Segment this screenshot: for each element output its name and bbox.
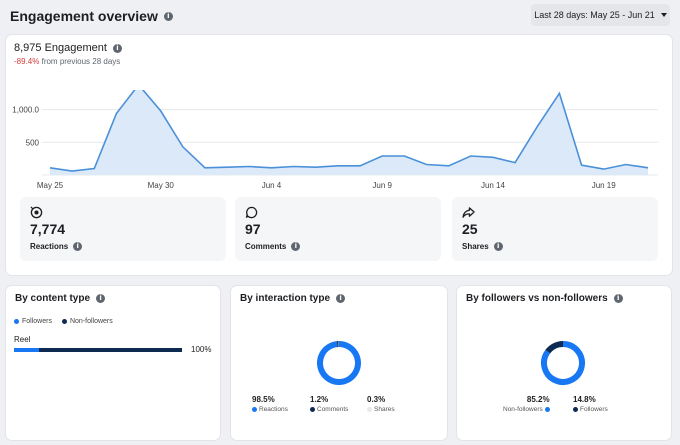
stat-reactions: 98.5% Reactions: [252, 395, 288, 413]
shares-metric[interactable]: 25 Shares i: [452, 197, 658, 261]
engagement-chart: 500 1,000.0 May 25 May 30 Jun 4 Jun 9 Jun 14 Ju…: [12, 90, 658, 190]
engagement-total: 8,975 Engagement i: [14, 42, 122, 54]
x-tick-label: Jun 19: [592, 181, 617, 190]
followers-donut[interactable]: [539, 339, 587, 387]
panel-title: By content type i: [15, 293, 106, 304]
info-icon[interactable]: i: [96, 294, 106, 303]
x-tick-label: Jun 14: [481, 181, 506, 190]
reel-bar[interactable]: [14, 348, 182, 352]
x-tick-label: Jun 9: [372, 181, 392, 190]
reel-label: Reel: [14, 335, 31, 344]
x-tick-label: May 30: [148, 181, 175, 190]
y-tick-label: 1,000.0: [12, 106, 39, 115]
followers-card: By followers vs non-followers i 85.2% No…: [457, 286, 671, 440]
reel-bar-followers: [14, 348, 40, 352]
info-icon[interactable]: i: [493, 242, 503, 251]
stat-comments: 1.2% Comments: [310, 395, 349, 413]
reel-percent: 100%: [191, 345, 212, 354]
panel-title: By interaction type i: [240, 293, 346, 304]
stat-followers: 14.8% Followers: [573, 395, 608, 413]
panel-title: By followers vs non-followers i: [466, 293, 623, 304]
series-area: [50, 90, 648, 175]
donut-segment: [545, 341, 564, 354]
legend: Followers Non-followers: [14, 318, 113, 325]
reactions-metric[interactable]: 7,774 Reactions i: [20, 197, 226, 261]
date-range-dropdown[interactable]: Last 28 days: May 25 - Jun 21: [531, 4, 670, 26]
donut-segment: [317, 341, 361, 385]
page-title: Engagement overview i: [10, 8, 173, 24]
info-icon[interactable]: i: [73, 242, 83, 251]
engagement-overview-card: 8,975 Engagement i -89.4% from previous …: [6, 35, 672, 275]
info-icon[interactable]: i: [336, 294, 346, 303]
stat-non-followers: 85.2% Non-followers: [503, 395, 550, 413]
info-icon[interactable]: i: [163, 11, 173, 21]
info-icon[interactable]: i: [112, 43, 122, 53]
reactions-icon: [30, 206, 43, 219]
info-icon[interactable]: i: [291, 242, 301, 251]
x-tick-label: Jun 4: [262, 181, 282, 190]
comments-metric[interactable]: 97 Comments i: [235, 197, 441, 261]
legend-item-non-followers: Non-followers: [61, 318, 113, 325]
comments-icon: [245, 206, 258, 219]
shares-icon: [462, 207, 475, 218]
series-line: [49, 90, 649, 172]
chevron-down-icon: [660, 13, 667, 17]
interaction-type-card: By interaction type i 98.5% Reactions 1.…: [231, 286, 447, 440]
info-icon[interactable]: i: [613, 294, 623, 303]
stat-shares: 0.3% Shares: [367, 395, 395, 413]
change-text: -89.4% from previous 28 days: [14, 57, 121, 66]
donut-segment: [541, 341, 585, 385]
interaction-donut[interactable]: [315, 339, 363, 387]
y-tick-label: 500: [26, 138, 40, 147]
x-tick-label: May 25: [37, 181, 64, 190]
content-type-card: By content type i Followers Non-follower…: [6, 286, 220, 440]
legend-item-followers: Followers: [14, 318, 52, 325]
